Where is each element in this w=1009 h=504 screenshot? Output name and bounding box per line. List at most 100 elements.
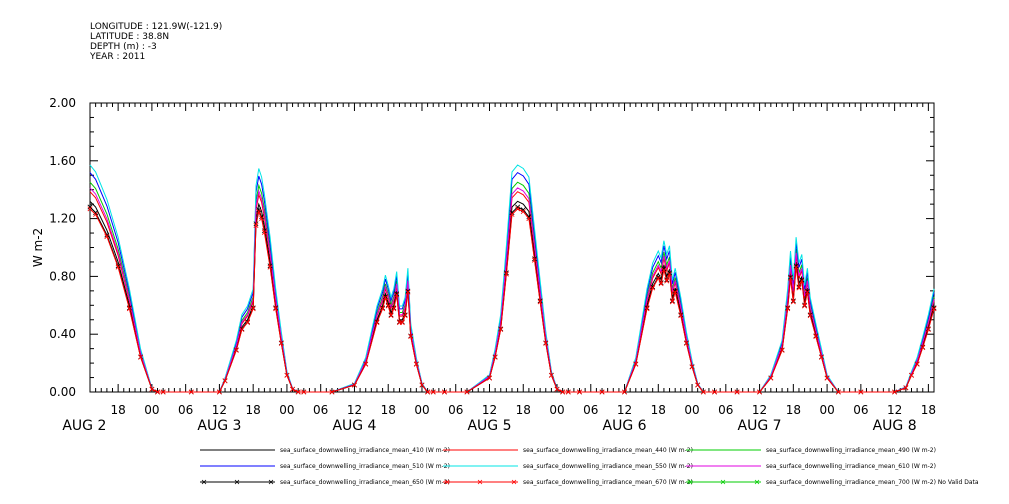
series-marker-7 <box>931 306 937 312</box>
series-marker-7 <box>93 211 99 217</box>
series-marker-7 <box>799 278 805 284</box>
x-tick-label: 12 <box>212 403 227 417</box>
series-7 <box>87 206 937 395</box>
legend: sea_surface_downwelling_irradiance_mean_… <box>200 447 979 486</box>
series-marker-7 <box>222 378 228 384</box>
longitude-label: LONGITUDE : 121.9W(-121.9) <box>90 22 223 32</box>
series-marker-7 <box>712 389 718 395</box>
series-marker-7 <box>138 354 144 360</box>
series-marker-7 <box>498 327 504 333</box>
series-marker-7 <box>256 209 262 215</box>
legend-marker <box>687 479 693 485</box>
x-tick-label: 06 <box>448 403 463 417</box>
series-marker-7 <box>267 264 273 270</box>
series-marker-7 <box>382 295 388 301</box>
legend-label: sea_surface_downwelling_irradiance_mean_… <box>523 447 693 454</box>
series-marker-7 <box>661 267 667 273</box>
series-marker-6 <box>394 291 400 297</box>
series-marker-7 <box>115 264 121 270</box>
series-marker-7 <box>554 386 560 392</box>
metadata-header: LONGITUDE : 121.9W(-121.9) LATITUDE : 38… <box>90 22 222 62</box>
series-marker-7 <box>700 389 706 395</box>
series-marker-7 <box>768 375 774 381</box>
series-marker-7 <box>526 216 532 222</box>
series-marker-6 <box>804 288 810 294</box>
x-tick-label: 12 <box>617 403 632 417</box>
series-marker-7 <box>492 354 498 360</box>
series-marker-7 <box>734 389 740 395</box>
series-marker-7 <box>669 299 675 305</box>
series-marker-7 <box>793 264 799 270</box>
series-marker-7 <box>779 347 785 353</box>
series-marker-6 <box>87 204 93 210</box>
series-marker-7 <box>391 306 397 312</box>
legend-marker <box>477 479 483 485</box>
legend-item-4: sea_surface_downwelling_irradiance_mean_… <box>443 463 693 470</box>
series-marker-7 <box>351 382 357 388</box>
legend-item-1: sea_surface_downwelling_irradiance_mean_… <box>443 447 693 454</box>
series-marker-7 <box>658 281 664 287</box>
series-marker-7 <box>374 320 380 326</box>
x-day-label: AUG 7 <box>738 418 782 434</box>
series-marker-7 <box>788 275 794 281</box>
series-marker-7 <box>388 313 394 319</box>
series-marker-7 <box>233 347 239 353</box>
x-tick-label: 18 <box>786 403 801 417</box>
series-marker-7 <box>239 327 245 333</box>
series-marker-6 <box>799 277 805 283</box>
legend-label: sea_surface_downwelling_irradiance_mean_… <box>280 479 450 486</box>
series-marker-7 <box>858 389 864 395</box>
series-marker-7 <box>667 271 673 277</box>
x-day-label: AUG 6 <box>603 418 647 434</box>
series-marker-6 <box>931 305 937 311</box>
x-tick-label: 12 <box>482 403 497 417</box>
series-marker-7 <box>245 320 251 326</box>
series-marker-7 <box>104 234 110 240</box>
series-marker-7 <box>633 361 639 367</box>
series-marker-6 <box>793 263 799 269</box>
series-marker-7 <box>790 299 796 305</box>
x-day-label: AUG 5 <box>467 418 511 434</box>
series-marker-7 <box>399 320 405 326</box>
series-marker-7 <box>664 278 670 284</box>
x-day-label: AUG 4 <box>332 418 376 434</box>
series-marker-7 <box>273 306 279 312</box>
x-tick-label: 00 <box>819 403 834 417</box>
series-marker-6 <box>667 270 673 276</box>
series-marker-7 <box>261 229 267 235</box>
depth-label: DEPTH (m) : -3 <box>90 42 157 52</box>
series-marker-7 <box>909 372 914 378</box>
series-marker-7 <box>155 389 161 395</box>
y-axis-label: W m-2 <box>31 228 45 267</box>
x-tick-label: 06 <box>313 403 328 417</box>
series-marker-7 <box>284 372 290 378</box>
x-day-label: AUG 2 <box>62 418 106 434</box>
series-marker-7 <box>259 216 265 222</box>
x-tick-label: 00 <box>414 403 429 417</box>
legend-label: sea_surface_downwelling_irradiance_mean_… <box>280 447 450 454</box>
series-marker-7 <box>802 303 808 309</box>
series-marker-6 <box>515 204 521 210</box>
series-marker-7 <box>892 389 898 395</box>
series-marker-7 <box>599 389 605 395</box>
year-label: YEAR : 2011 <box>90 52 146 62</box>
series-marker-6 <box>405 288 411 294</box>
x-tick-label: 12 <box>347 403 362 417</box>
y-tick-label: 2.00 <box>49 96 76 110</box>
series-marker-7 <box>560 389 566 395</box>
series-marker-7 <box>253 223 259 229</box>
series-line-4 <box>89 164 935 393</box>
legend-label: sea_surface_downwelling_irradiance_mean_… <box>523 463 693 470</box>
series-marker-7 <box>804 289 810 295</box>
series-marker-7 <box>796 285 802 291</box>
legend-marker <box>234 479 240 485</box>
series-marker-6 <box>256 207 262 213</box>
legend-item-0: sea_surface_downwelling_irradiance_mean_… <box>200 447 450 454</box>
series-marker-7 <box>405 289 411 295</box>
series-marker-7 <box>807 313 813 319</box>
latitude-label: LATITUDE : 38.8N <box>90 32 170 42</box>
series-marker-7 <box>650 285 656 291</box>
legend-marker <box>201 479 207 485</box>
series-line-5 <box>89 187 935 393</box>
